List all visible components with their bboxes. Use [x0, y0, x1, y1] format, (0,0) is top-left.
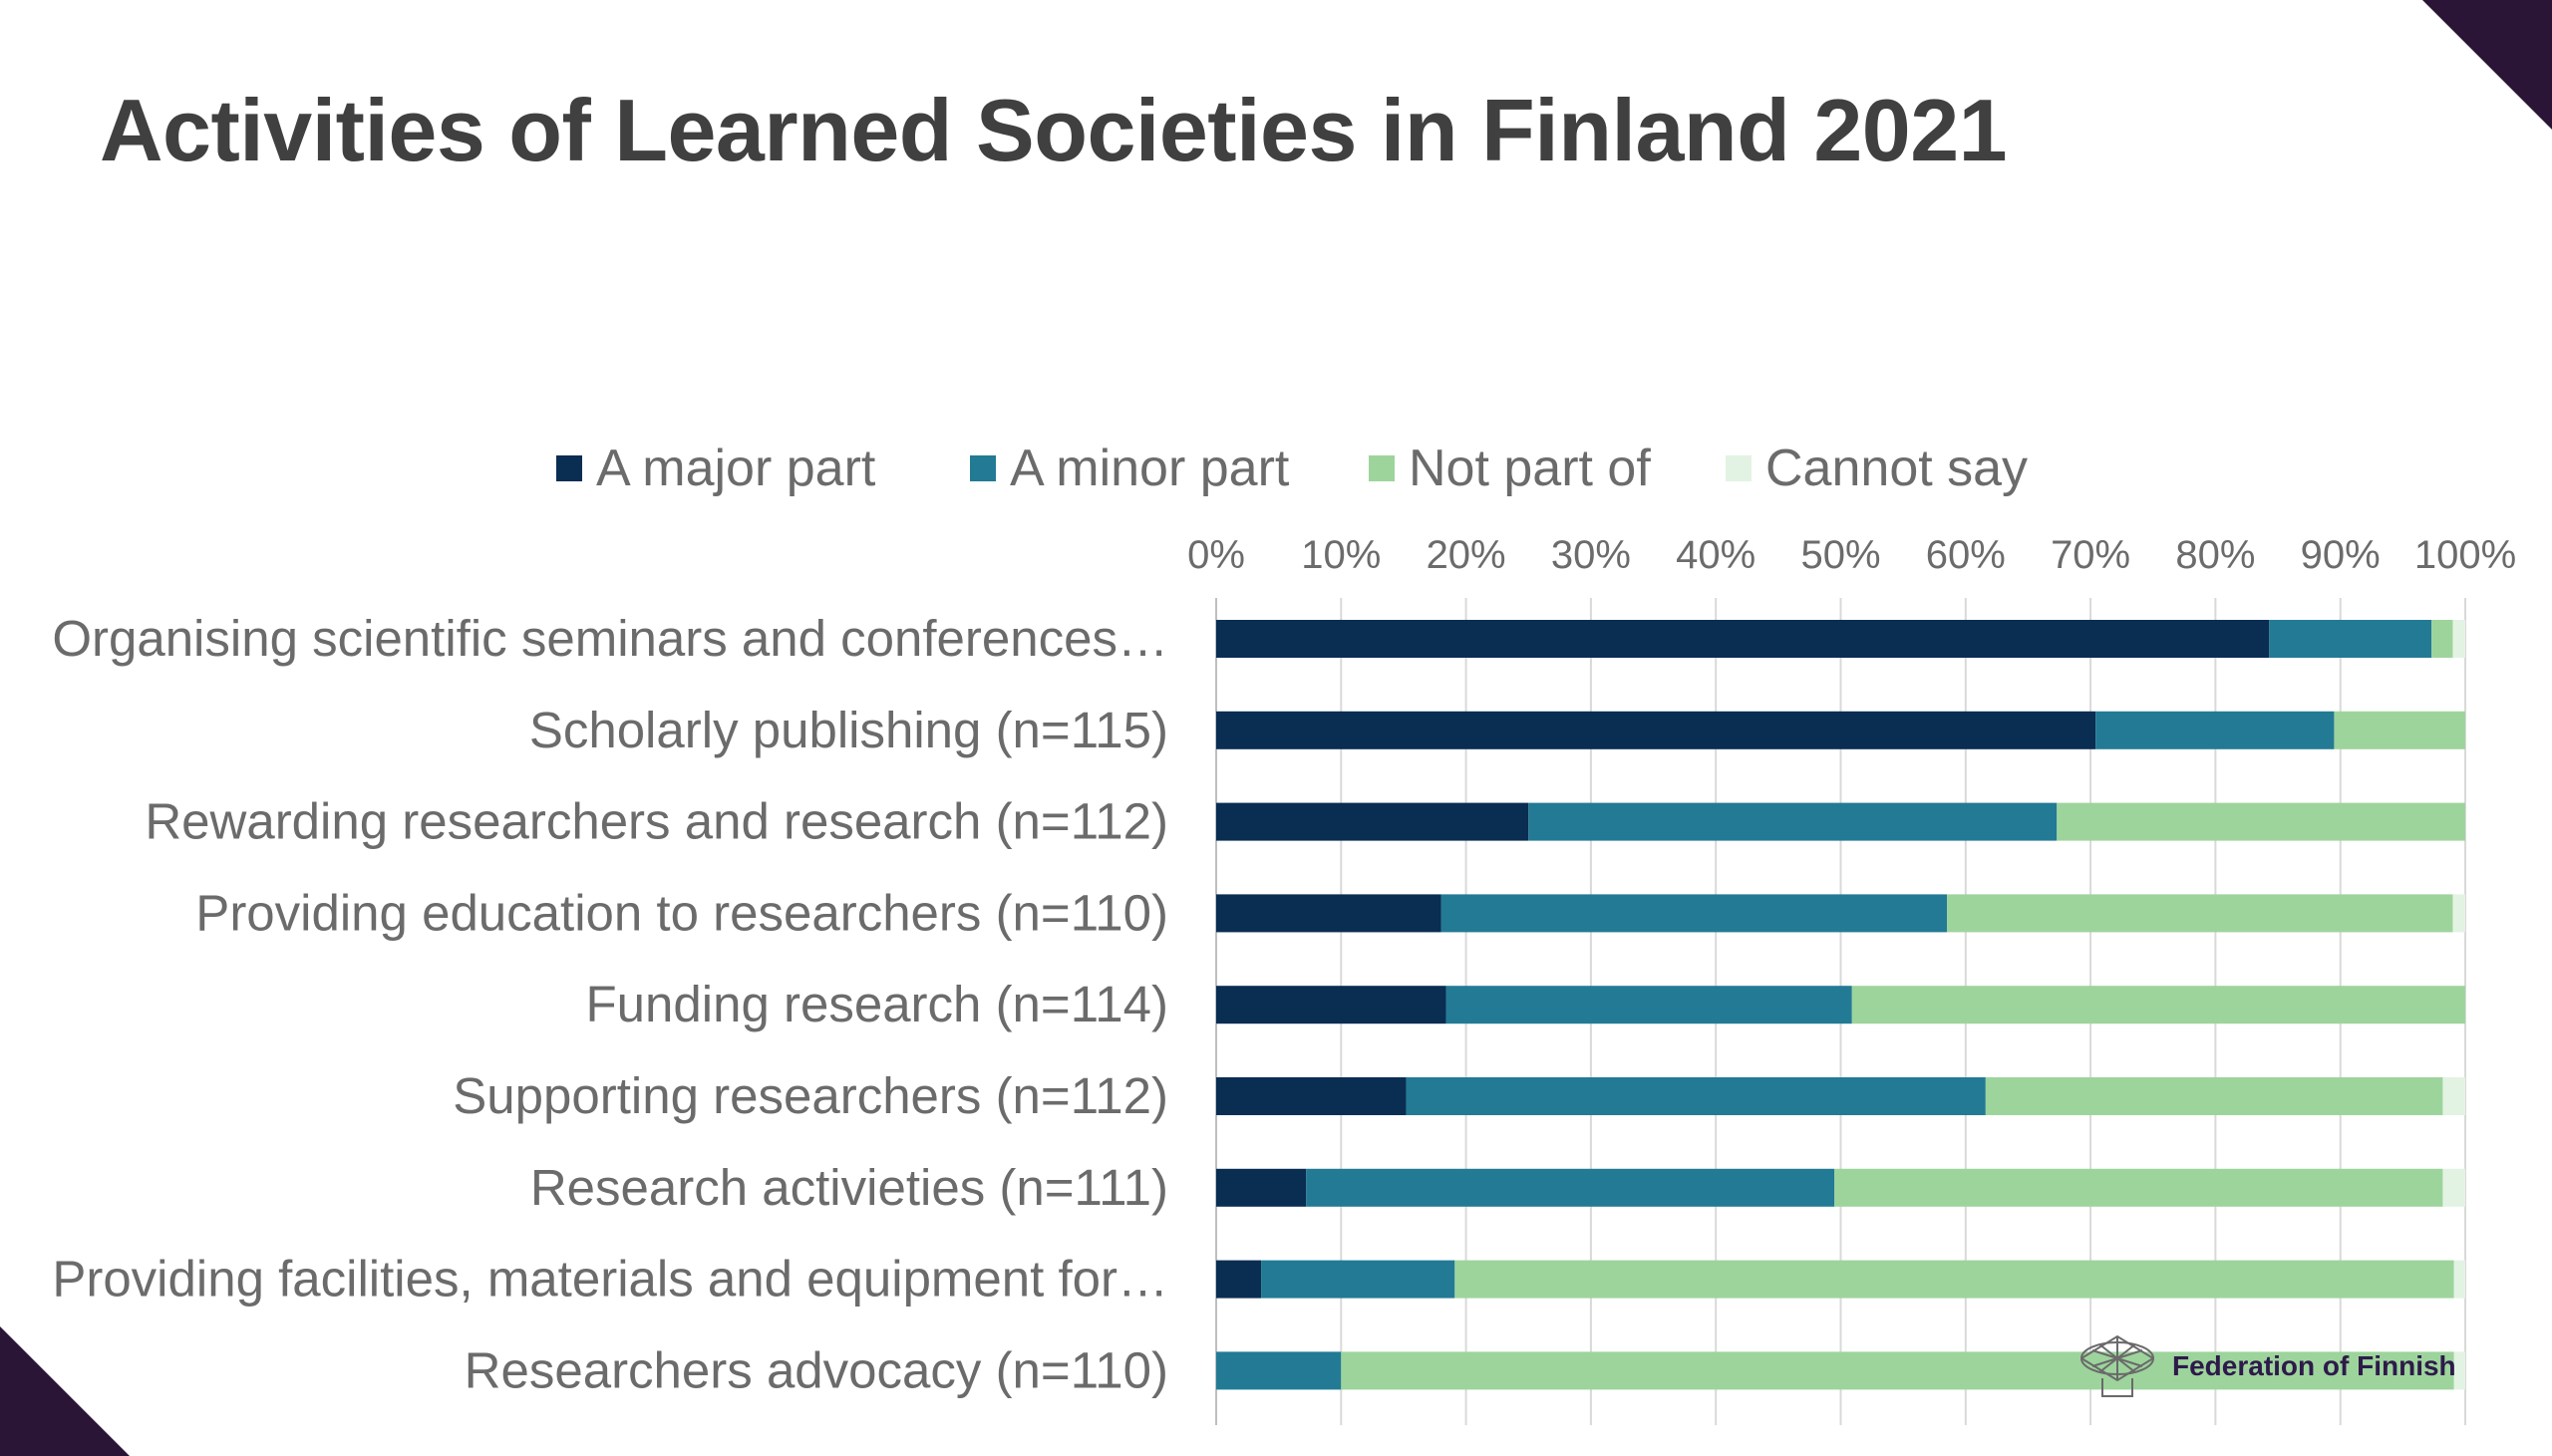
x-tick-label: 90% — [2301, 533, 2381, 577]
bar-segment-major — [1216, 802, 1529, 841]
network-globe-icon — [2080, 1334, 2154, 1397]
bar-segment-major — [1216, 1077, 1407, 1115]
federation-logo: Federation of Finnish — [2078, 1330, 2456, 1402]
bar-segment-cannot-say — [2442, 1077, 2465, 1115]
bar-segment-minor — [1440, 894, 1948, 933]
bar-segment-cannot-say — [2453, 1351, 2465, 1390]
bar-segment-not-part — [2334, 711, 2465, 749]
bar-segment-major — [1216, 1168, 1307, 1207]
bar-segment-not-part — [1341, 1351, 2454, 1390]
bar-segment-not-part — [1834, 1168, 2443, 1207]
bar-segment-major — [1216, 1260, 1262, 1299]
logo-text: Federation of Finnish — [2172, 1350, 2456, 1381]
bar-segment-minor — [1261, 1260, 1455, 1299]
bar-segment-minor — [2269, 620, 2432, 658]
bar-segment-minor — [1306, 1168, 1835, 1207]
x-tick-label: 100% — [2414, 533, 2516, 577]
category-label: Funding research (n=114) — [586, 976, 1168, 1032]
category-label: Providing education to researchers (n=11… — [195, 884, 1168, 941]
page-title: Activities of Learned Societies in Finla… — [100, 81, 2008, 179]
bar-segment-cannot-say — [2452, 620, 2465, 658]
category-label: Providing facilities, materials and equi… — [52, 1251, 1168, 1308]
legend-swatch-cannot-say — [1726, 455, 1752, 481]
corner-triangle-bottom-left — [0, 1326, 130, 1456]
x-tick-label: 60% — [1926, 533, 2006, 577]
category-labels: Organising scientific seminars and confe… — [52, 610, 1168, 1398]
bar-segment-not-part — [1851, 986, 2465, 1024]
bar-segment-cannot-say — [2452, 894, 2465, 933]
bar-segment-cannot-say — [2442, 1168, 2465, 1207]
category-label: Organising scientific seminars and confe… — [52, 610, 1168, 667]
bar-segment-minor — [1445, 986, 1852, 1024]
x-tick-label: 0% — [1187, 533, 1245, 577]
legend-item-cannot-say: Cannot say — [1726, 438, 2028, 498]
x-tick-label: 10% — [1301, 533, 1381, 577]
legend-label-cannot-say: Cannot say — [1765, 439, 2029, 497]
legend-swatch-not-part — [1369, 455, 1395, 481]
category-label: Supporting researchers (n=112) — [453, 1067, 1168, 1124]
bar-segment-not-part — [2057, 802, 2465, 841]
x-tick-label: 20% — [1427, 533, 1506, 577]
bar-segment-major — [1216, 986, 1446, 1024]
legend-item-major: A major part — [556, 438, 875, 498]
bars — [1216, 620, 2465, 1390]
x-tick-label: 30% — [1551, 533, 1631, 577]
bar-segment-minor — [2095, 711, 2335, 749]
bar-segment-not-part — [1985, 1077, 2443, 1115]
corner-decoration-bottom-left — [0, 1326, 130, 1456]
legend-item-minor: A minor part — [970, 438, 1289, 498]
legend-swatch-major — [556, 455, 582, 481]
x-axis-ticks: 0% 10% 20% 30% 40% 50% 60% 70% 80% 90% 100% — [1187, 533, 2516, 577]
category-label: Researchers advocacy (n=110) — [465, 1341, 1168, 1398]
bar-segment-major — [1216, 711, 2096, 749]
category-label: Rewarding researchers and research (n=11… — [145, 793, 1168, 850]
bar-segment-not-part — [1454, 1260, 2454, 1299]
legend-label-major: A major part — [596, 439, 876, 497]
category-label: Research activieties (n=111) — [530, 1159, 1168, 1216]
bar-segment-minor — [1528, 802, 2058, 841]
bar-segment-not-part — [1947, 894, 2453, 933]
legend-swatch-minor — [970, 455, 996, 481]
corner-decoration-top-right — [2422, 0, 2552, 130]
legend-label-minor: A minor part — [1010, 439, 1290, 497]
bar-segment-major — [1216, 620, 2270, 658]
category-label: Scholarly publishing (n=115) — [529, 702, 1168, 758]
bar-segment-major — [1216, 894, 1441, 933]
x-tick-label: 50% — [1800, 533, 1880, 577]
corner-triangle-top-right — [2422, 0, 2552, 130]
bar-segment-minor — [1216, 1351, 1342, 1390]
x-tick-label: 80% — [2175, 533, 2255, 577]
legend-item-not-part: Not part of — [1369, 438, 1651, 498]
x-tick-label: 40% — [1676, 533, 1755, 577]
bar-segment-cannot-say — [2453, 1260, 2465, 1299]
x-tick-label: 70% — [2051, 533, 2130, 577]
bar-segment-minor — [1406, 1077, 1986, 1115]
bar-segment-not-part — [2431, 620, 2453, 658]
legend-label-not-part: Not part of — [1409, 439, 1651, 497]
